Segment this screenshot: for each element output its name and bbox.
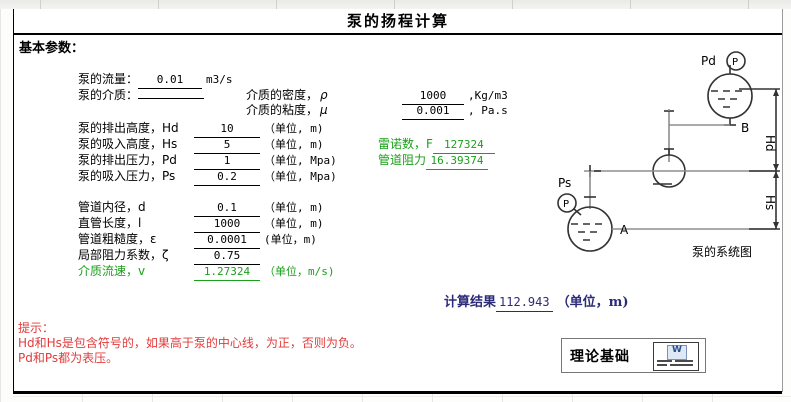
length-label: 直管长度，l	[78, 216, 142, 230]
ps-unit: （单位, Mpa)	[264, 170, 337, 183]
velocity-unit: （单位，m/s)	[264, 265, 335, 278]
density-label: 介质的密度，	[246, 88, 319, 102]
pipe-resistance-label: 管道阻力	[378, 153, 427, 167]
pd-unit: （单位, Mpa)	[264, 154, 337, 167]
medium-label: 泵的介质：	[78, 88, 139, 102]
diagram-label-ps: Ps	[558, 176, 571, 190]
diagram-label-hd: Hd	[763, 135, 777, 152]
density-input[interactable]: 1000	[402, 88, 464, 105]
diagram-label-gauge-ps: P	[563, 199, 569, 210]
column-header-strip	[0, 0, 791, 9]
theory-basis-button[interactable]: 理论基础	[561, 338, 706, 373]
page-title: 泵的扬程计算	[346, 12, 449, 30]
diagram-caption: 泵的系统图	[692, 245, 753, 259]
viscosity-label: 介质的粘度，	[246, 103, 319, 117]
field-row-pd: 泵的排出压力，Pd 1 （单位, Mpa)	[78, 152, 337, 170]
viscosity-symbol: μ	[320, 103, 328, 117]
field-row-flow: 泵的流量： 0.01 m3/s	[78, 71, 233, 89]
hs-unit: （单位, m)	[264, 138, 324, 151]
reynolds-label: 雷诺数，F	[378, 137, 433, 151]
viscosity-unit: , Pa.s	[468, 104, 508, 117]
title-bar: 泵的扬程计算	[14, 9, 782, 35]
roughness-input[interactable]: 0.0001	[194, 232, 260, 249]
field-row-zeta: 局部阻力系数，ζ 0.75	[78, 247, 264, 265]
field-row-viscosity: 介质的粘度， μ	[246, 102, 330, 118]
field-row-velocity: 介质流速，v 1.27324 （单位，m/s)	[78, 263, 335, 281]
hint-line-1: Hd和Hs是包含符号的，如果高于泵的中心线，为正，否则为负。	[18, 336, 362, 350]
field-row-ps: 泵的吸入压力，Ps 0.2 （单位, Mpa)	[78, 168, 337, 186]
hs-label: 泵的吸入高度，Hs	[78, 137, 178, 151]
hint-line-2: Pd和Ps都为表压。	[18, 351, 119, 365]
word-document-icon[interactable]	[653, 342, 699, 371]
field-row-diameter: 管道内径，d 0.1 （单位, m)	[78, 199, 324, 217]
diagram-label-tank-a: A	[620, 223, 629, 237]
zeta-input[interactable]: 0.75	[194, 248, 260, 265]
velocity-label: 介质流速，v	[78, 264, 146, 278]
computed-row-pipe-resistance: 管道阻力 16.39374	[378, 152, 489, 170]
computed-row-reynolds: 雷诺数，F 127324	[378, 136, 495, 154]
field-row-hd: 泵的排出高度，Hd 10 （单位, m)	[78, 120, 324, 138]
hd-input[interactable]: 10	[194, 121, 260, 138]
calculation-result: 计算结果 112.943 （单位，m)	[444, 293, 629, 312]
field-row-medium: 泵的介质：	[78, 87, 205, 103]
diameter-label: 管道内径，d	[78, 200, 146, 214]
diameter-unit: （单位, m)	[264, 201, 324, 214]
ps-input[interactable]: 0.2	[194, 169, 260, 186]
length-input[interactable]: 1000	[194, 216, 260, 233]
result-label: 计算结果	[444, 295, 497, 310]
flow-unit: m3/s	[206, 73, 233, 86]
field-row-hs: 泵的吸入高度，Hs 5 （单位, m)	[78, 136, 324, 154]
field-row-density: 介质的密度， ρ	[246, 87, 330, 103]
density-unit: ,Kg/m3	[468, 89, 508, 102]
length-unit: （单位, m)	[264, 217, 324, 230]
pipe-resistance-value: 16.39374	[426, 153, 489, 170]
diameter-input[interactable]: 0.1	[194, 200, 260, 217]
ps-label: 泵的吸入压力，Ps	[78, 169, 176, 183]
field-row-roughness: 管道粗糙度，ε 0.0001 (单位，m)	[78, 231, 317, 249]
hint-title: 提示：	[18, 321, 55, 335]
diagram-label-tank-b: B	[741, 121, 749, 135]
field-row-length: 直管长度，l 1000 （单位, m)	[78, 215, 324, 233]
diagram-label-pd: Pd	[701, 54, 716, 68]
hd-label: 泵的排出高度，Hd	[78, 121, 179, 135]
zeta-label: 局部阻力系数，ζ	[78, 248, 169, 262]
hd-unit: （单位, m)	[264, 122, 324, 135]
pd-label: 泵的排出压力，Pd	[78, 153, 177, 167]
hint-block: 提示： Hd和Hs是包含符号的，如果高于泵的中心线，为正，否则为负。 Pd和Ps…	[18, 321, 448, 366]
theory-basis-label: 理论基础	[570, 349, 630, 365]
reynolds-value: 127324	[432, 137, 495, 154]
hs-input[interactable]: 5	[194, 137, 260, 154]
velocity-value: 1.27324	[194, 264, 260, 281]
flow-label: 泵的流量：	[78, 72, 139, 86]
density-value-row: 1000 ,Kg/m3	[402, 87, 508, 105]
roughness-label: 管道粗糙度，ε	[78, 232, 157, 246]
density-symbol: ρ	[320, 88, 328, 102]
section-heading-basic-params: 基本参数：	[19, 41, 85, 56]
viscosity-input[interactable]: 0.001	[402, 103, 464, 120]
roughness-unit: (单位，m)	[264, 233, 317, 246]
flow-input[interactable]: 0.01	[138, 72, 203, 89]
diagram-label-gauge-pd: P	[732, 57, 738, 68]
diagram-label-hs: Hs	[763, 195, 777, 210]
result-value: 112.943	[496, 293, 553, 312]
medium-input[interactable]	[138, 98, 205, 99]
result-unit: （单位，m)	[556, 295, 629, 310]
pump-system-diagram: Pd P B Ps P A Hd Hs	[544, 49, 782, 264]
viscosity-value-row: 0.001 , Pa.s	[402, 102, 508, 120]
worksheet-frame: 泵的扬程计算 基本参数： 泵的流量： 0.01 m3/s 泵的介质： 介质的密度， ρ…	[13, 9, 783, 394]
pd-input[interactable]: 1	[194, 153, 260, 170]
